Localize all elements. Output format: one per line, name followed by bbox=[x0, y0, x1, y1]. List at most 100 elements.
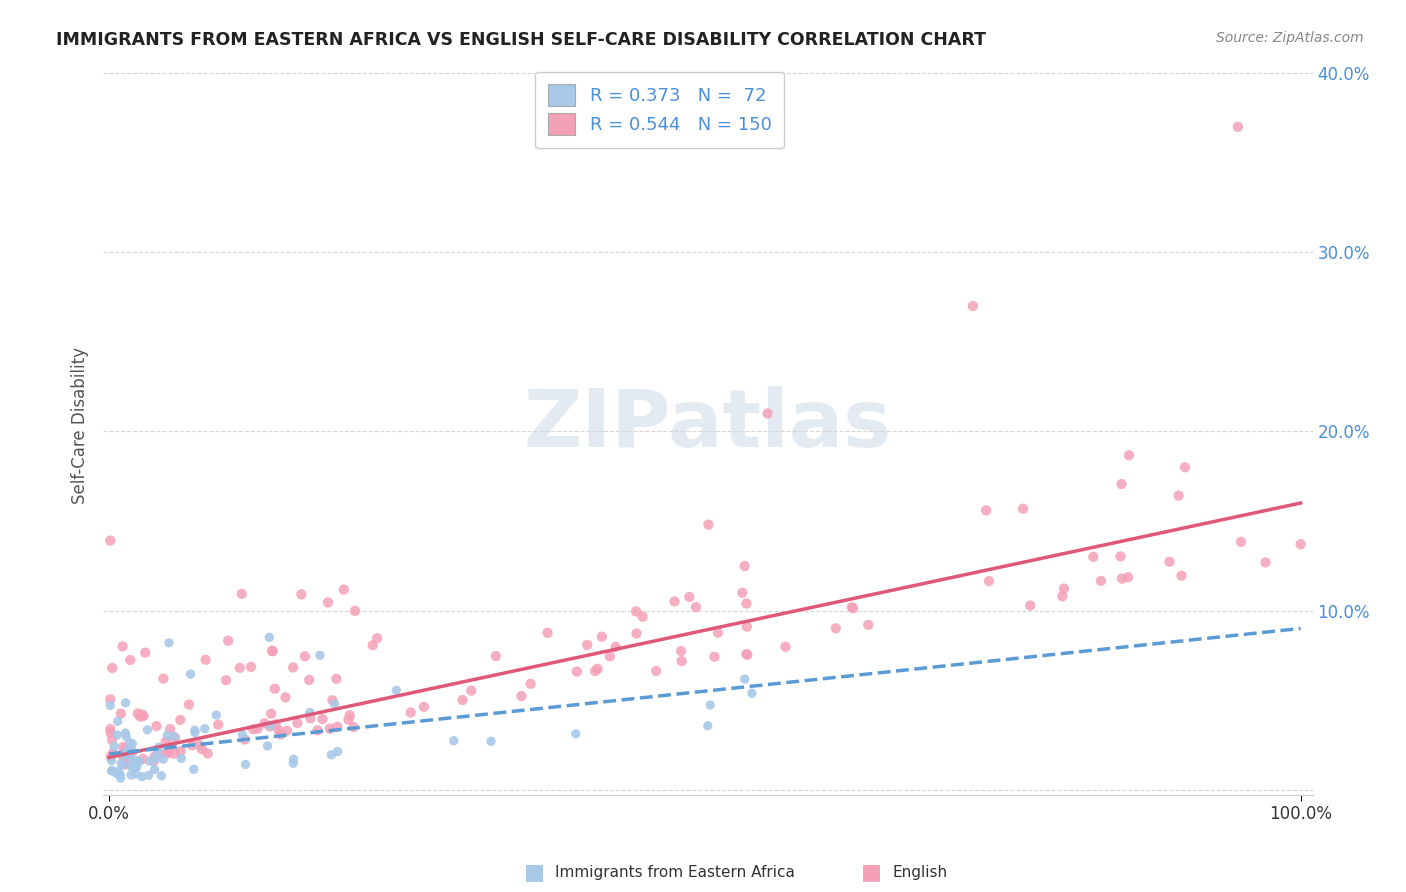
Point bbox=[98, 722, 121, 736]
Point bbox=[115, 750, 138, 764]
Point bbox=[233, 732, 256, 747]
Legend: R = 0.373   N =  72, R = 0.544   N = 150: R = 0.373 N = 72, R = 0.544 N = 150 bbox=[536, 71, 785, 148]
Point bbox=[110, 706, 132, 721]
Point bbox=[132, 752, 155, 766]
Text: IMMIGRANTS FROM EASTERN AFRICA VS ENGLISH SELF-CARE DISABILITY CORRELATION CHART: IMMIGRANTS FROM EASTERN AFRICA VS ENGLIS… bbox=[56, 31, 986, 49]
Point bbox=[841, 600, 863, 615]
Point bbox=[156, 728, 179, 742]
Point bbox=[451, 693, 474, 707]
Point bbox=[1226, 120, 1249, 134]
Point bbox=[150, 769, 173, 783]
Point bbox=[156, 746, 179, 760]
Point bbox=[143, 752, 166, 766]
Point bbox=[138, 754, 160, 768]
Point bbox=[298, 706, 321, 720]
Point bbox=[131, 770, 153, 784]
Point bbox=[858, 618, 880, 632]
Text: Immigrants from Eastern Africa: Immigrants from Eastern Africa bbox=[555, 865, 796, 880]
Point bbox=[100, 764, 122, 778]
Point bbox=[136, 723, 159, 737]
Point bbox=[283, 660, 305, 674]
Point bbox=[307, 723, 329, 738]
Text: ZIPatlas: ZIPatlas bbox=[523, 386, 891, 464]
Point bbox=[669, 644, 692, 658]
Point bbox=[366, 632, 388, 646]
Point bbox=[319, 722, 342, 736]
Point bbox=[129, 709, 152, 723]
Point bbox=[114, 747, 136, 761]
Point bbox=[664, 594, 686, 608]
Point bbox=[146, 747, 169, 761]
Point bbox=[412, 699, 434, 714]
Point bbox=[1053, 582, 1076, 596]
Point bbox=[1289, 537, 1312, 551]
Point bbox=[152, 672, 174, 686]
Point bbox=[1118, 448, 1140, 462]
Point bbox=[337, 713, 360, 727]
Point bbox=[443, 733, 465, 747]
Point bbox=[283, 756, 305, 771]
Point bbox=[117, 756, 139, 770]
Point bbox=[169, 713, 191, 727]
Point bbox=[267, 723, 290, 738]
Point bbox=[321, 747, 343, 762]
Point bbox=[155, 734, 177, 748]
Point bbox=[339, 708, 361, 723]
Point bbox=[576, 638, 599, 652]
Point bbox=[128, 754, 150, 768]
Point bbox=[734, 559, 756, 574]
Text: Source: ZipAtlas.com: Source: ZipAtlas.com bbox=[1216, 31, 1364, 45]
Point bbox=[156, 746, 179, 760]
Point bbox=[624, 604, 647, 618]
Point bbox=[1159, 555, 1181, 569]
Point bbox=[519, 677, 541, 691]
Point bbox=[479, 734, 502, 748]
Point bbox=[235, 757, 257, 772]
Point bbox=[170, 744, 193, 758]
Point bbox=[98, 698, 121, 713]
Point bbox=[132, 709, 155, 723]
Point bbox=[118, 753, 141, 767]
Point bbox=[107, 764, 129, 779]
Point bbox=[100, 754, 122, 768]
Point bbox=[131, 707, 153, 722]
Point bbox=[316, 595, 339, 609]
Point bbox=[143, 763, 166, 777]
Point bbox=[1083, 549, 1105, 564]
Point bbox=[1012, 501, 1035, 516]
Point bbox=[290, 587, 312, 601]
Point bbox=[276, 723, 298, 738]
Point bbox=[583, 664, 606, 678]
Point bbox=[100, 749, 122, 764]
Point bbox=[103, 739, 125, 754]
Point bbox=[737, 648, 759, 662]
Point bbox=[138, 768, 160, 782]
Point bbox=[120, 768, 142, 782]
Point bbox=[259, 718, 281, 732]
Point bbox=[149, 747, 172, 761]
Point bbox=[134, 646, 156, 660]
Point bbox=[188, 738, 211, 752]
Point bbox=[294, 649, 316, 664]
Point bbox=[1109, 549, 1132, 564]
Point bbox=[735, 597, 758, 611]
Point bbox=[120, 751, 142, 765]
Point bbox=[117, 756, 139, 771]
Point bbox=[184, 723, 207, 738]
Y-axis label: Self-Care Disability: Self-Care Disability bbox=[72, 347, 89, 504]
Point bbox=[645, 664, 668, 678]
Point bbox=[460, 683, 482, 698]
Text: English: English bbox=[893, 865, 948, 880]
Point bbox=[157, 739, 180, 754]
Point bbox=[110, 771, 132, 785]
Point bbox=[125, 760, 148, 774]
Point bbox=[1254, 555, 1277, 569]
Point bbox=[191, 742, 214, 756]
Point bbox=[321, 693, 343, 707]
Point bbox=[117, 743, 139, 757]
Point bbox=[1230, 534, 1253, 549]
Point bbox=[152, 752, 174, 766]
Point bbox=[283, 752, 305, 766]
Point bbox=[824, 621, 846, 635]
Point bbox=[962, 299, 984, 313]
